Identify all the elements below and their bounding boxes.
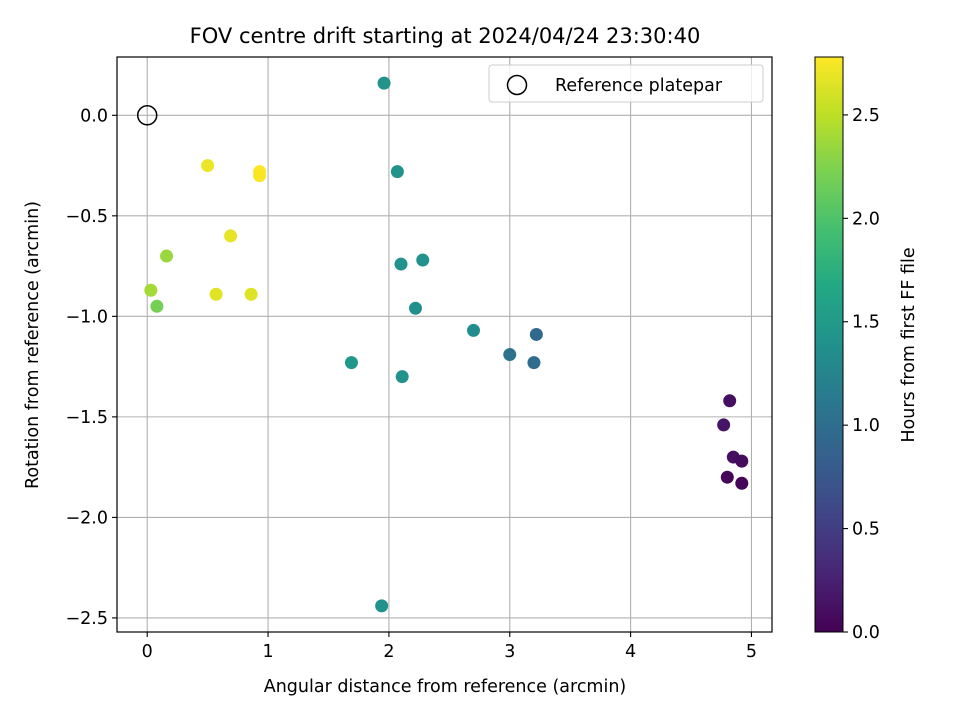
data-point	[209, 287, 223, 301]
y-tick-label: −1.5	[66, 408, 109, 428]
data-point	[394, 257, 408, 271]
data-point	[224, 229, 238, 243]
data-point	[735, 454, 749, 468]
colorbar-label: Hours from first FF file	[899, 247, 919, 442]
x-tick-label: 3	[504, 642, 515, 662]
data-points	[144, 76, 749, 613]
x-tick-label: 1	[262, 642, 273, 662]
data-point	[390, 165, 404, 179]
data-point	[529, 327, 543, 341]
legend-marker	[506, 74, 528, 96]
data-point	[395, 370, 409, 384]
x-tick-label: 0	[142, 642, 153, 662]
data-point	[375, 599, 389, 613]
colorbar-tick-label: 1.5	[852, 313, 880, 333]
y-axis: 0.0 −0.5 −1.0 −1.5 −2.0 −2.5	[66, 106, 117, 629]
data-point	[720, 470, 734, 484]
colorbar-tick-label: 1.0	[852, 416, 880, 436]
x-tick-label: 2	[383, 642, 394, 662]
data-point	[527, 356, 541, 370]
data-point	[244, 287, 258, 301]
data-point	[735, 476, 749, 490]
data-point	[408, 301, 422, 315]
colorbar-gradient	[814, 56, 844, 633]
data-point	[723, 394, 737, 408]
x-tick-label: 4	[625, 642, 636, 662]
data-point	[253, 169, 267, 183]
data-point	[377, 76, 391, 90]
colorbar-tick-label: 0.0	[852, 623, 880, 643]
legend-entry-reference-platepar: Reference platepar	[555, 76, 723, 96]
y-tick-label: −0.5	[66, 207, 109, 227]
x-tick-label: 5	[746, 642, 757, 662]
reference-platepar-marker	[136, 105, 158, 126]
data-point	[150, 299, 164, 313]
data-point	[144, 283, 158, 297]
y-axis-label: Rotation from reference (arcmin)	[23, 201, 43, 489]
plot-frame	[116, 56, 773, 633]
y-tick-label: 0.0	[80, 106, 108, 126]
legend: Reference platepar	[488, 64, 764, 103]
x-axis-label: Angular distance from reference (arcmin)	[264, 677, 627, 697]
colorbar: 0.0 0.5 1.0 1.5 2.0 2.5	[814, 56, 880, 643]
data-point	[344, 356, 358, 370]
grid	[117, 57, 772, 632]
y-tick-label: −1.0	[66, 307, 109, 327]
data-point	[467, 323, 481, 337]
data-point	[416, 253, 430, 267]
y-tick-label: −2.0	[66, 508, 109, 528]
data-point	[201, 159, 215, 173]
colorbar-tick-label: 2.0	[852, 209, 880, 229]
reference-marker-group	[136, 105, 158, 126]
data-point	[160, 249, 174, 263]
legend-box	[488, 64, 764, 103]
colorbar-tick-label: 2.5	[852, 106, 880, 126]
data-point	[503, 348, 517, 362]
chart-title: FOV centre drift starting at 2024/04/24 …	[190, 24, 701, 48]
x-axis: 0 1 2 3 4 5	[142, 632, 757, 662]
colorbar-tick-label: 0.5	[852, 520, 880, 540]
data-point	[717, 418, 731, 432]
y-tick-label: −2.5	[66, 609, 109, 629]
